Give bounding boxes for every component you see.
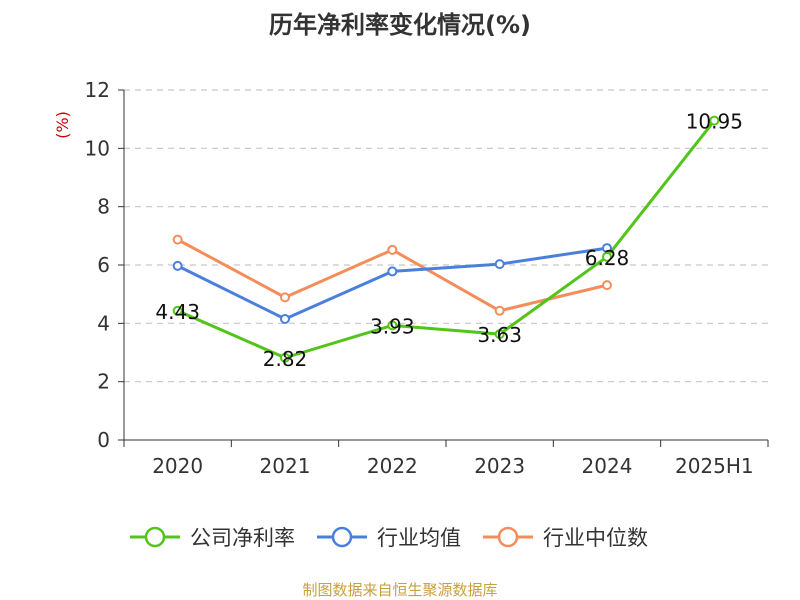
legend[interactable]: 公司净利率 行业均值 行业中位数 [130,526,648,550]
data-point[interactable] [602,251,612,262]
grid-lines [124,89,768,383]
axes: 0 2 4 6 8 10 12 2020 2021 2022 2023 2024 2025H1 [85,78,769,478]
data-point[interactable] [280,292,290,303]
x-tick-label: 2023 [474,454,525,478]
y-tick-label: 2 [97,370,110,394]
x-tick-label: 2020 [152,454,203,478]
y-tick-label: 10 [85,136,110,160]
legend-label: 公司净利率 [190,526,295,550]
data-point[interactable] [387,244,398,255]
data-point[interactable] [494,259,505,270]
legend-marker [144,526,166,548]
legend-label: 行业中位数 [543,526,648,550]
data-point[interactable] [280,352,290,363]
data-point[interactable] [280,313,290,324]
y-tick-label: 4 [97,311,110,335]
y-tick-label: 8 [97,195,110,219]
data-label: 2.82 [263,347,308,371]
legend-label: 行业均值 [377,526,461,550]
data-point[interactable] [172,305,183,316]
legend-item[interactable]: 行业中位数 [483,526,648,550]
data-label: 4.43 [155,300,200,324]
y-tick-label: 6 [97,253,110,277]
legend-item[interactable]: 公司净利率 [130,526,295,550]
data-label: 6.28 [585,246,630,270]
data-point[interactable] [172,260,183,271]
source-note: 制图数据来自恒生聚源数据库 [302,581,497,599]
x-tick-label: 2021 [260,454,311,478]
series-line [177,119,716,360]
series-lines: 4.43 2.82 3.93 3.63 6.28 10.95 [155,110,743,371]
x-tick-label: 2022 [367,454,418,478]
data-label: 3.63 [477,323,522,347]
y-tick-label: 0 [97,428,110,452]
data-label: 10.95 [686,110,743,134]
data-point[interactable] [172,234,183,245]
y-axis-label: (%) [53,111,72,139]
data-point[interactable] [602,280,612,291]
data-point[interactable] [387,266,398,277]
x-tick-label: 2024 [582,454,633,478]
chart-title: 历年净利率变化情况(%) [269,11,531,39]
data-point[interactable] [494,329,505,340]
legend-marker [497,526,519,548]
data-point[interactable] [387,320,398,331]
series-line [177,246,608,321]
legend-item[interactable]: 行业均值 [317,526,461,550]
legend-marker [331,526,353,548]
data-label: 3.93 [370,314,415,338]
x-tick-label: 2025H1 [675,454,754,478]
data-point[interactable] [709,115,720,126]
data-point[interactable] [494,305,505,316]
y-tick-label: 12 [85,78,110,102]
